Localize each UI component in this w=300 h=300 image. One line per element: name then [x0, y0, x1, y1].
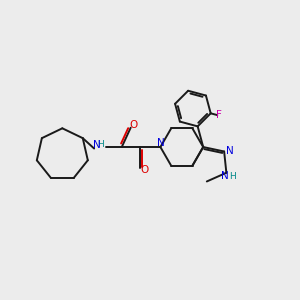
Text: F: F — [216, 110, 222, 121]
Text: H: H — [229, 172, 236, 181]
Text: H: H — [97, 140, 104, 149]
Text: N: N — [93, 140, 101, 150]
Text: O: O — [140, 165, 149, 175]
Text: N: N — [226, 146, 233, 157]
Text: O: O — [130, 120, 138, 130]
Text: N: N — [221, 171, 229, 181]
Text: N: N — [157, 139, 164, 148]
